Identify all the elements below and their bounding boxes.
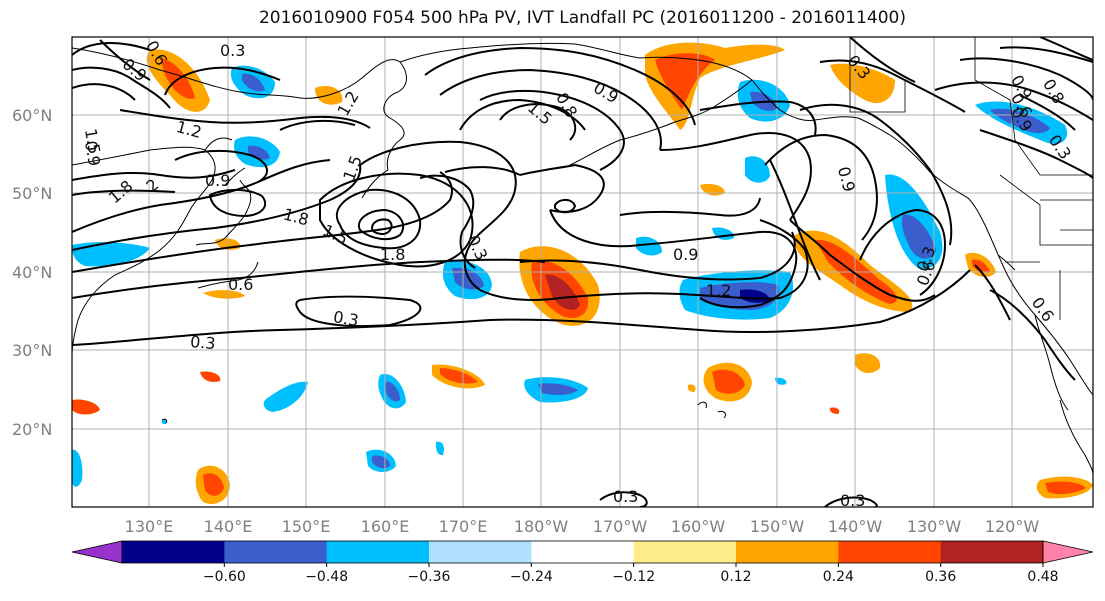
anomaly-negative bbox=[740, 289, 770, 303]
lon-label: 130°E bbox=[125, 517, 174, 536]
colorbar: −0.60 −0.48 −0.36 −0.24 −0.12 0.12 0.24 0.36 0.4… bbox=[71, 540, 1094, 585]
colorbar-tick-label: −0.12 bbox=[612, 569, 655, 585]
anomaly-positive bbox=[687, 384, 696, 392]
contour-label: 0.6 bbox=[1028, 293, 1058, 325]
lon-label: 140°E bbox=[204, 517, 253, 536]
anomaly-negative bbox=[775, 377, 787, 385]
anomaly-negative bbox=[636, 236, 662, 256]
contour-label: 0.3 bbox=[332, 307, 360, 330]
anomaly-positive bbox=[545, 274, 580, 310]
colorbar-tick-label: 0.36 bbox=[925, 569, 956, 585]
colorbar-bin bbox=[122, 541, 225, 563]
lon-label: 150°E bbox=[282, 517, 331, 536]
contour-label: 1.2 bbox=[706, 281, 731, 300]
lon-label: 120°W bbox=[985, 517, 1040, 536]
colorbar-frame bbox=[121, 540, 1044, 564]
lat-label: 40°N bbox=[12, 263, 52, 282]
anomaly-negative bbox=[263, 381, 308, 412]
anomaly-positive bbox=[203, 290, 245, 299]
contour-label: 1.8 bbox=[380, 245, 405, 264]
anomaly-negative bbox=[901, 214, 936, 259]
contour-label: 0.8 bbox=[1039, 76, 1068, 108]
colorbar-bin bbox=[736, 541, 839, 563]
lon-label: 160°E bbox=[361, 517, 410, 536]
anomaly-negative bbox=[161, 419, 167, 425]
anomaly-negative bbox=[745, 156, 770, 183]
lat-label: 20°N bbox=[12, 420, 52, 439]
map-title: 2016010900 F054 500 hPa PV, IVT Landfall… bbox=[258, 8, 906, 28]
anomaly-positive bbox=[160, 58, 195, 99]
colorbar-bin bbox=[429, 541, 532, 563]
contour-label: 1.5 bbox=[320, 221, 351, 249]
contour-label: 0.9 bbox=[673, 245, 698, 264]
anomaly-negative bbox=[385, 381, 400, 402]
anomaly-positive bbox=[855, 353, 881, 374]
contour-label: 0.9 bbox=[81, 139, 104, 167]
colorbar-tick-label: 0.48 bbox=[1027, 569, 1058, 585]
colorbar-tick-label: 0.24 bbox=[823, 569, 854, 585]
lat-label: 60°N bbox=[12, 106, 52, 125]
anomaly-negative bbox=[538, 383, 578, 395]
contour-label: 1.5 bbox=[524, 98, 556, 129]
contour-label: 0.3 bbox=[189, 332, 216, 353]
lon-label: 140°W bbox=[828, 517, 883, 536]
colorbar-extend-low bbox=[71, 540, 123, 564]
colorbar-tick-label: −0.60 bbox=[203, 569, 246, 585]
anomaly-negative bbox=[242, 73, 265, 92]
political-borders bbox=[849, 37, 1093, 320]
colorbar-bin bbox=[224, 541, 328, 563]
anomaly-negative bbox=[72, 242, 150, 267]
contour-label: 0.9 bbox=[205, 171, 230, 190]
colorbar-tick-label: 0.12 bbox=[720, 569, 751, 585]
colorbar-extend-high bbox=[1042, 540, 1094, 564]
contour-label: 0.3 bbox=[840, 491, 865, 510]
anomaly-positive bbox=[203, 473, 224, 496]
anomaly-negative bbox=[72, 449, 83, 487]
anomaly-negative bbox=[435, 441, 445, 456]
lat-label: 30°N bbox=[12, 341, 52, 360]
contour-label: 0.6 bbox=[228, 275, 253, 294]
colorbar-bin bbox=[633, 541, 737, 563]
anomaly-positive bbox=[700, 183, 725, 196]
anomaly-positive bbox=[712, 369, 745, 394]
lon-label: 150°W bbox=[750, 517, 805, 536]
lon-label: 130°W bbox=[907, 517, 962, 536]
lon-label: 160°W bbox=[671, 517, 726, 536]
colorbar-tick-label: −0.36 bbox=[408, 569, 451, 585]
contour-label: 0.3 bbox=[613, 487, 638, 506]
lon-label: 170°E bbox=[439, 517, 488, 536]
anomaly-positive bbox=[72, 399, 100, 415]
anomaly-positive bbox=[972, 259, 990, 273]
colorbar-bin bbox=[326, 541, 430, 563]
contour-label: 0.3 bbox=[220, 41, 245, 60]
shaded-anomalies bbox=[72, 42, 1093, 505]
longitude-labels: 130°E 140°E 150°E 160°E 170°E 180°W 170°… bbox=[125, 517, 1040, 536]
anomaly-positive bbox=[200, 371, 221, 382]
contour-label: 1.5 bbox=[81, 127, 104, 155]
map-frame bbox=[71, 36, 1094, 508]
anomaly-positive bbox=[1045, 481, 1086, 495]
colorbar-tick-label: −0.24 bbox=[510, 569, 553, 585]
latitude-labels: 60°N 50°N 40°N 30°N 20°N bbox=[12, 106, 52, 439]
anomaly-positive bbox=[440, 368, 478, 384]
anomaly-negative bbox=[700, 282, 779, 310]
lat-label: 50°N bbox=[12, 184, 52, 203]
colorbar-bin bbox=[838, 541, 942, 563]
colorbar-bin bbox=[940, 541, 1044, 563]
graticule bbox=[72, 37, 1093, 507]
coastlines bbox=[72, 42, 1093, 476]
lon-label: 180°W bbox=[514, 517, 569, 536]
anomaly-positive bbox=[655, 53, 715, 110]
contour-label: 1.8 bbox=[105, 176, 137, 207]
anomaly-positive bbox=[830, 63, 895, 104]
colorbar-tick-label: −0.48 bbox=[305, 569, 348, 585]
colorbar-bin bbox=[531, 541, 635, 563]
contour-label: 0.3 bbox=[463, 232, 491, 263]
pv-contours bbox=[72, 37, 1093, 507]
anomaly-positive bbox=[829, 407, 840, 414]
lon-label: 170°W bbox=[593, 517, 648, 536]
